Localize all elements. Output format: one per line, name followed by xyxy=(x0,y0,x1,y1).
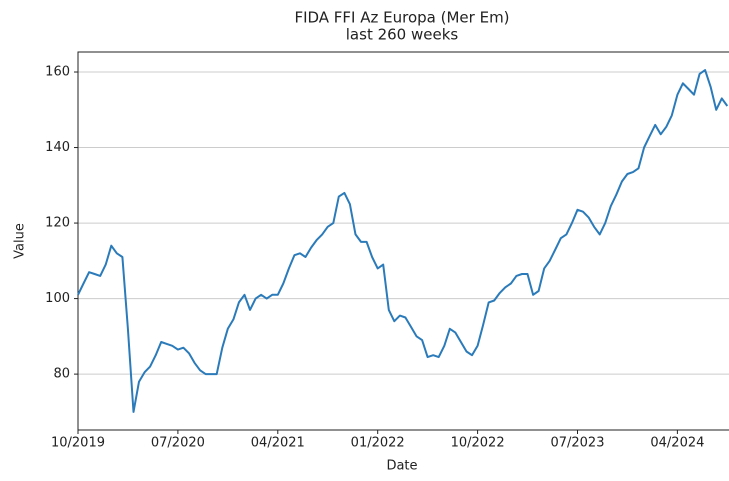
x-tick-label: 04/2021 xyxy=(251,436,305,451)
y-tick-label: 100 xyxy=(45,291,70,306)
chart-title: FIDA FFI Az Europa (Mer Em) xyxy=(294,9,509,27)
y-tick-label: 120 xyxy=(45,216,70,231)
y-tick-label: 80 xyxy=(53,367,70,382)
y-tick-label: 140 xyxy=(45,140,70,155)
chart-subtitle: last 260 weeks xyxy=(346,26,459,44)
x-tick-label: 01/2022 xyxy=(351,436,405,451)
x-tick-label: 04/2024 xyxy=(650,436,704,451)
data-line xyxy=(77,69,729,413)
axis-frame xyxy=(77,51,729,431)
x-tick-label: 07/2020 xyxy=(151,436,205,451)
y-tick-label: 160 xyxy=(45,65,70,80)
x-tick-label: 07/2023 xyxy=(550,436,604,451)
x-tick-label: 10/2022 xyxy=(451,436,505,451)
x-axis-label: Date xyxy=(386,459,417,474)
y-axis-label: Value xyxy=(13,223,28,259)
x-tick-label: 10/2019 xyxy=(51,436,105,451)
